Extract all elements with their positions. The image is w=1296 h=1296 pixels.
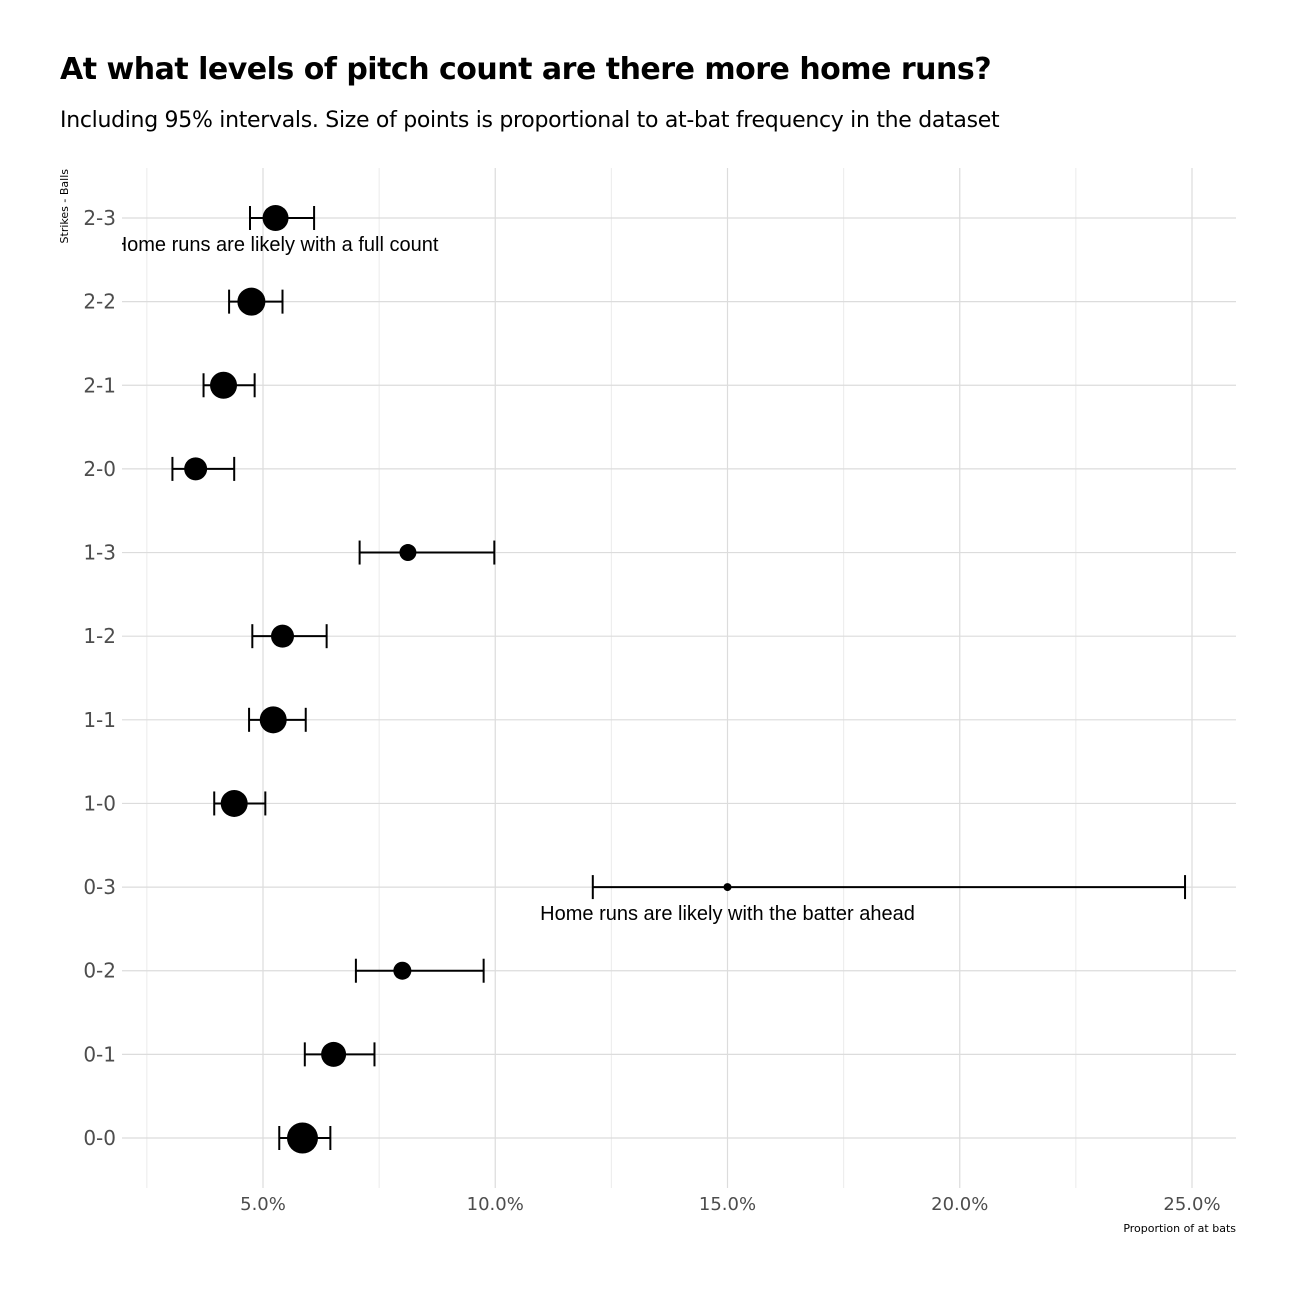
data-point [271, 624, 295, 648]
data-point [393, 961, 412, 980]
y-tick-label: 1-3 [83, 541, 116, 565]
y-tick-label: 1-1 [83, 708, 116, 732]
y-tick-label: 0-1 [83, 1042, 116, 1066]
data-point [220, 789, 248, 817]
y-tick-label: 2-1 [83, 373, 116, 397]
data-point [286, 1122, 318, 1154]
y-tick-label: 1-2 [83, 624, 116, 648]
data-point [723, 883, 732, 892]
x-tick-label: 25.0% [1163, 1194, 1220, 1215]
annotation-text: Home runs are likely with a full count [113, 234, 439, 256]
data-point [259, 706, 287, 734]
data-point [399, 544, 417, 562]
y-tick-label: 2-0 [83, 457, 116, 481]
y-tick-label: 2-3 [83, 206, 116, 230]
y-tick-label: 0-3 [83, 875, 116, 899]
x-tick-label: 10.0% [467, 1194, 524, 1215]
x-tick-label: 20.0% [931, 1194, 988, 1215]
data-point [237, 287, 266, 316]
chart-subtitle: Including 95% intervals. Size of points … [60, 108, 1000, 133]
y-axis-label: Strikes - Balls [58, 169, 71, 244]
x-tick-label: 15.0% [699, 1194, 756, 1215]
y-tick-label: 0-0 [83, 1126, 116, 1150]
annotation-text: Home runs are likely with the batter ahe… [540, 903, 915, 925]
data-point [321, 1041, 347, 1067]
chart-title: At what levels of pitch count are there … [60, 52, 992, 87]
data-point [262, 205, 289, 231]
y-tick-label: 0-2 [83, 959, 116, 983]
data-point [210, 371, 238, 399]
y-tick-label: 2-2 [83, 290, 116, 314]
y-tick-label: 1-0 [83, 791, 116, 815]
x-axis-label: Proportion of at bats [1123, 1222, 1236, 1235]
x-tick-label: 5.0% [240, 1194, 286, 1215]
data-point [184, 457, 208, 481]
